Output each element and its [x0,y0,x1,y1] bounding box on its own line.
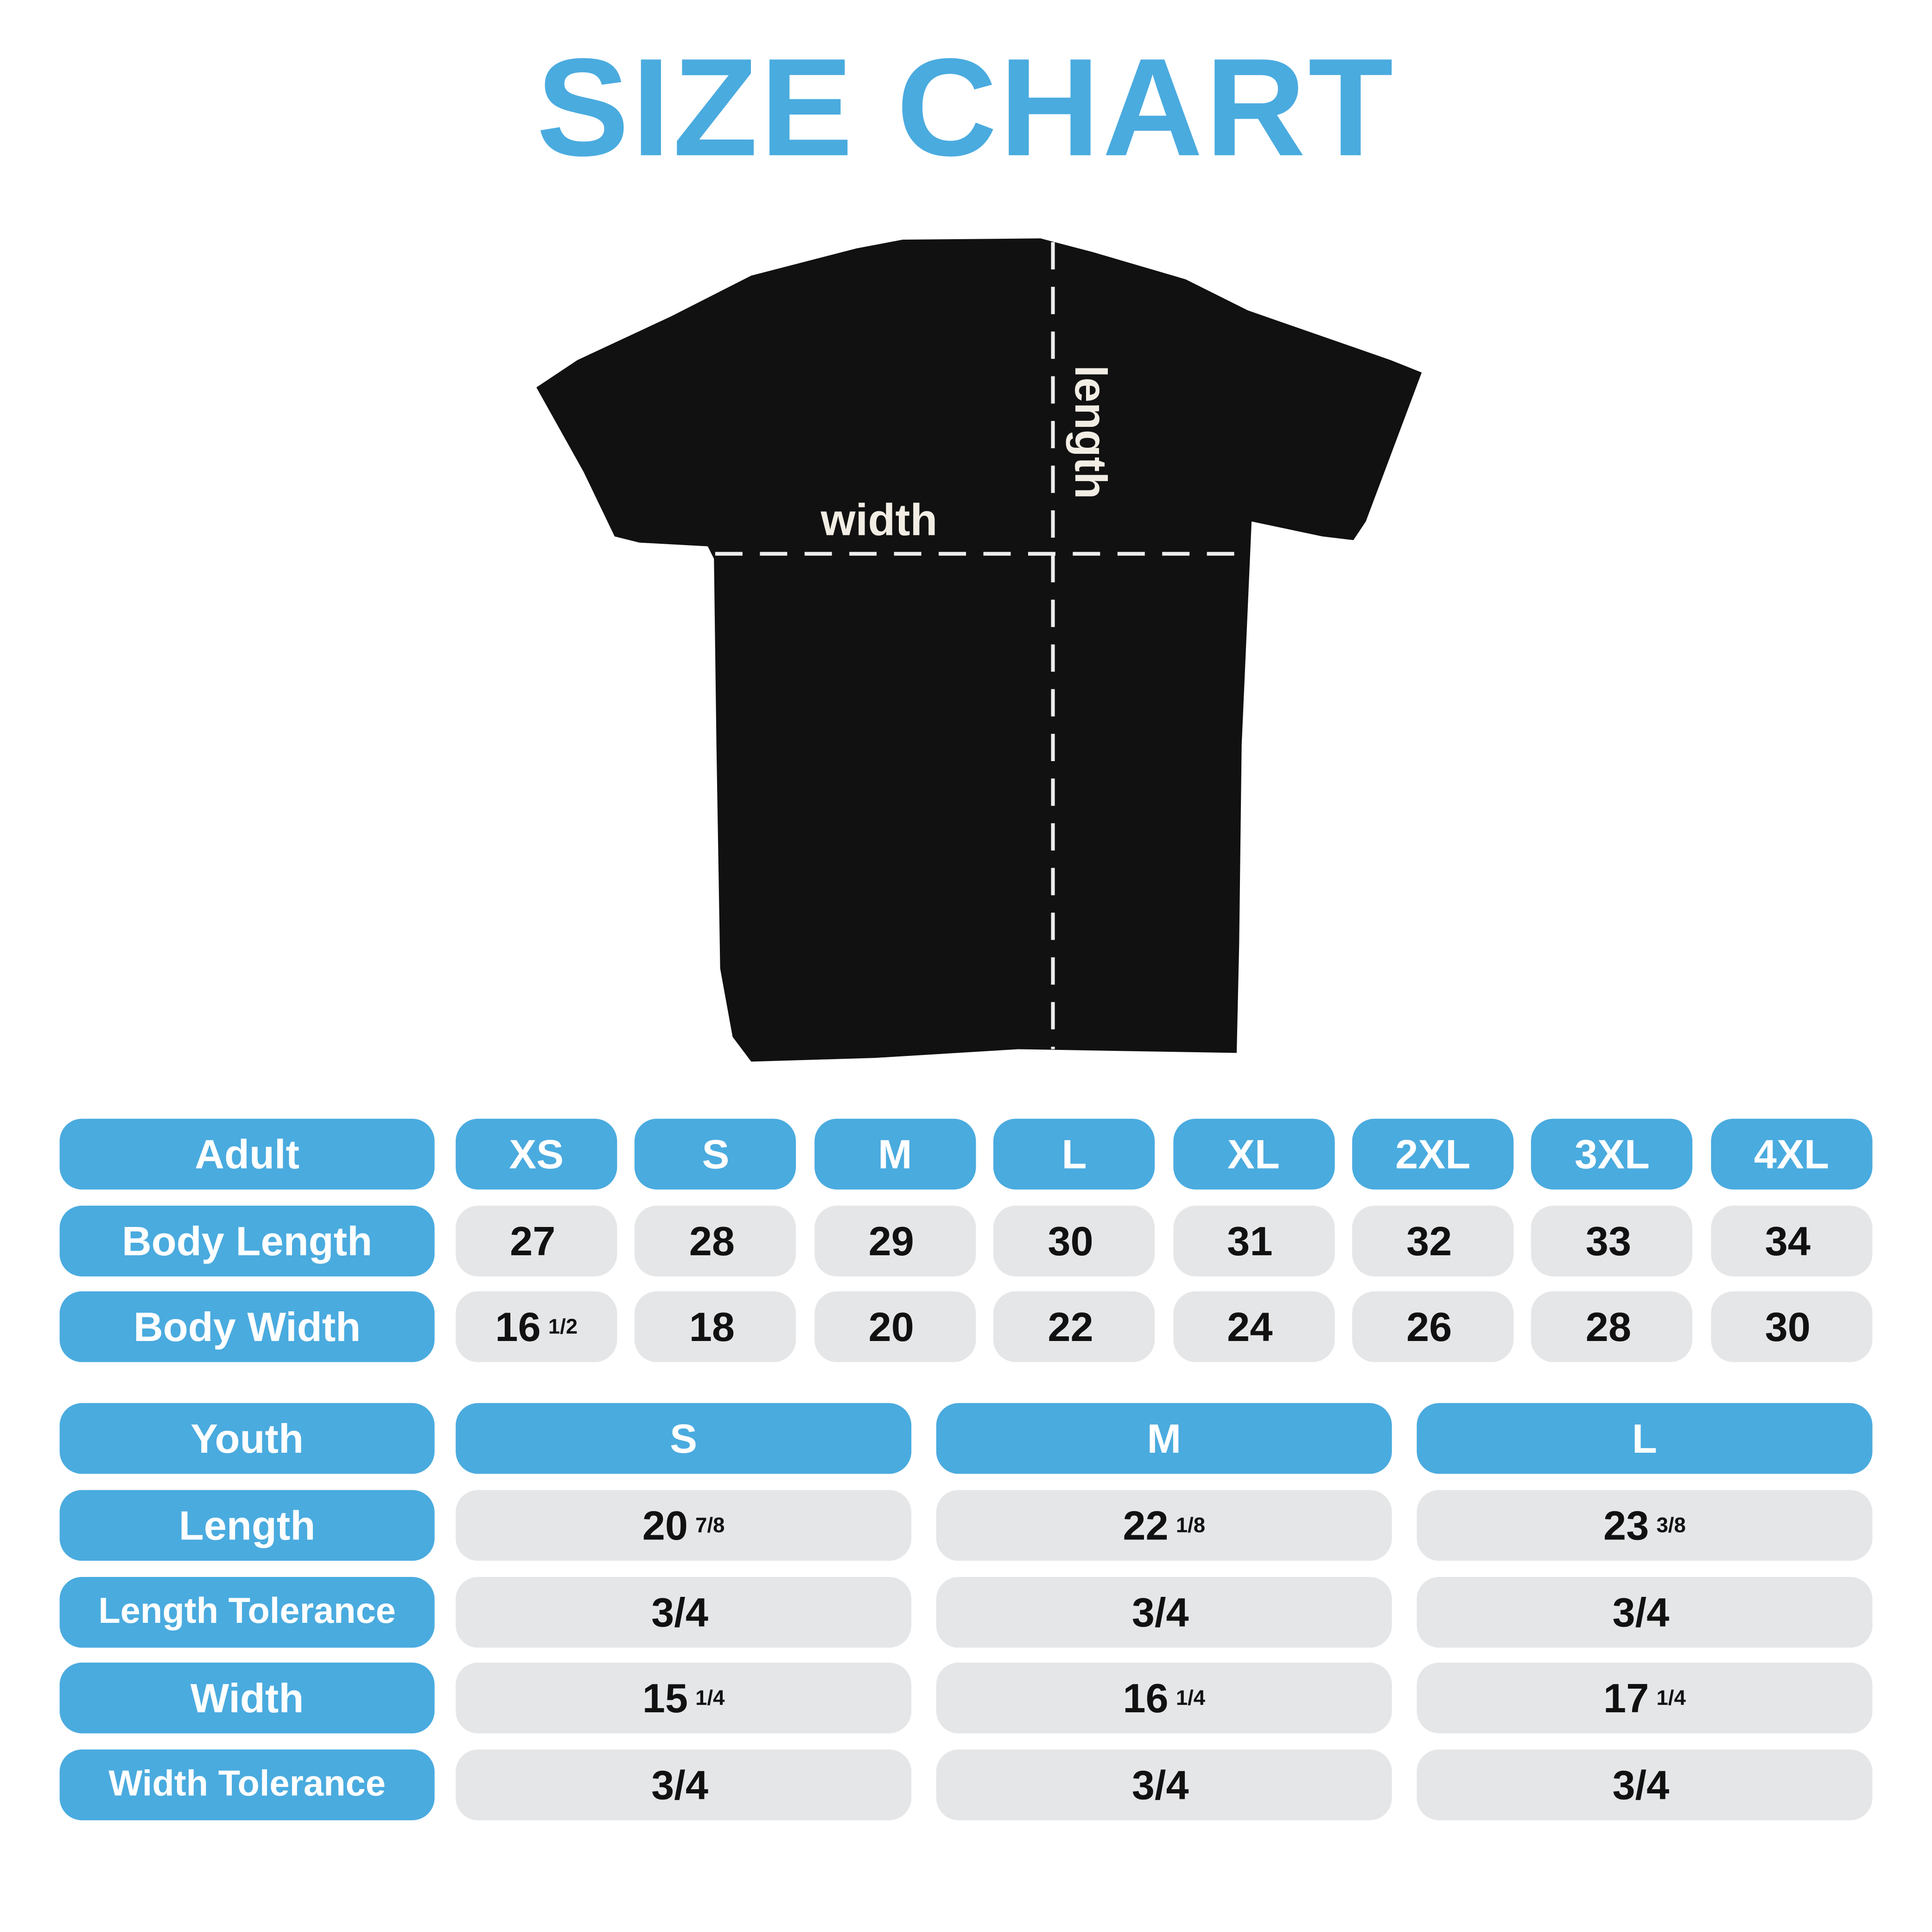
value-whole: 30 [1048,1217,1093,1264]
row-label: Width [59,1662,435,1734]
row-label: Length [59,1490,435,1561]
value-whole: 22 [1123,1501,1169,1548]
table-cell: 15 1/4 [456,1662,912,1734]
table-cell: 22 [993,1291,1155,1362]
value-whole: 26 [1406,1303,1452,1349]
youth-size-s: S [456,1403,912,1474]
value-whole: 23 [1603,1501,1649,1548]
value-fraction: 1/2 [548,1314,578,1338]
value-whole: 22 [1048,1303,1093,1349]
adult-size-m: M [814,1119,976,1190]
table-cell: 16 1/2 [456,1291,617,1362]
value-whole: 30 [1765,1303,1811,1349]
value-whole: 3/4 [1131,1761,1189,1807]
table-cell: 3/4 [456,1576,912,1648]
table-cell: 26 [1352,1291,1514,1362]
table-cell: 3/4 [456,1749,912,1820]
table-cell: 22 1/8 [936,1490,1392,1561]
table-cell: 32 [1352,1206,1514,1277]
row-label: Width Tolerance [59,1749,435,1820]
value-whole: 3/4 [1131,1589,1189,1635]
table-cell: 18 [635,1291,797,1362]
value-whole: 20 [868,1303,914,1349]
value-whole: 16 [495,1303,541,1349]
page-title: SIZE CHART [536,30,1396,185]
youth-size-m: M [936,1403,1392,1474]
value-whole: 28 [1585,1303,1632,1349]
table-cell: 30 [993,1206,1155,1277]
value-fraction: 7/8 [695,1513,725,1537]
length-label: length [1066,365,1115,499]
value-whole: 3/4 [651,1589,709,1635]
value-whole: 33 [1585,1217,1632,1264]
value-whole: 15 [642,1674,688,1721]
value-whole: 3/4 [651,1761,709,1807]
row-label: Length Tolerance [59,1576,435,1648]
adult-size-l: L [993,1119,1155,1190]
table-cell: 34 [1710,1206,1872,1277]
value-whole: 29 [868,1217,914,1264]
table-cell: 3/4 [936,1749,1392,1820]
table-cell: 24 [1173,1291,1335,1362]
table-cell: 16 1/4 [936,1662,1392,1734]
value-fraction: 1/4 [695,1685,725,1710]
value-whole: 17 [1603,1674,1649,1721]
value-whole: 27 [509,1217,556,1264]
value-whole: 3/4 [1612,1761,1670,1807]
table-cell: 20 [814,1291,976,1362]
table-cell: 31 [1173,1206,1335,1277]
table-cell: 29 [814,1206,976,1277]
row-label: Body Width [59,1291,435,1362]
table-cell: 3/4 [1417,1749,1873,1820]
value-whole: 18 [689,1303,735,1349]
row-label: Body Length [59,1206,435,1277]
youth-header: Youth [59,1403,435,1474]
value-whole: 34 [1765,1217,1811,1264]
value-fraction: 1/4 [1656,1685,1686,1710]
value-whole: 20 [642,1501,688,1548]
table-cell: 20 7/8 [456,1490,912,1561]
value-whole: 32 [1406,1217,1452,1264]
value-whole: 28 [689,1217,735,1264]
youth-size-l: L [1417,1403,1873,1474]
value-fraction: 1/8 [1176,1513,1206,1537]
adult-size-s: S [635,1119,797,1190]
value-whole: 3/4 [1612,1589,1670,1635]
adult-size-3xl: 3XL [1531,1119,1693,1190]
tshirt-icon [536,238,1422,1062]
adult-size-xl: XL [1173,1119,1335,1190]
table-cell: 17 1/4 [1417,1662,1873,1734]
table-cell: 3/4 [1417,1576,1873,1648]
value-whole: 31 [1227,1217,1273,1264]
adult-header: Adult [59,1119,435,1190]
value-fraction: 3/8 [1656,1513,1686,1537]
table-cell: 28 [635,1206,797,1277]
width-label: width [820,496,938,545]
table-cell: 33 [1531,1206,1693,1277]
value-whole: 24 [1227,1303,1273,1349]
value-whole: 16 [1123,1674,1169,1721]
table-cell: 30 [1710,1291,1872,1362]
adult-size-xs: XS [456,1119,617,1190]
value-fraction: 1/4 [1176,1685,1206,1710]
table-cell: 27 [456,1206,617,1277]
adult-size-4xl: 4XL [1710,1119,1872,1190]
table-cell: 28 [1531,1291,1693,1362]
table-cell: 3/4 [936,1576,1392,1648]
table-cell: 23 3/8 [1417,1490,1873,1561]
adult-size-2xl: 2XL [1352,1119,1514,1190]
